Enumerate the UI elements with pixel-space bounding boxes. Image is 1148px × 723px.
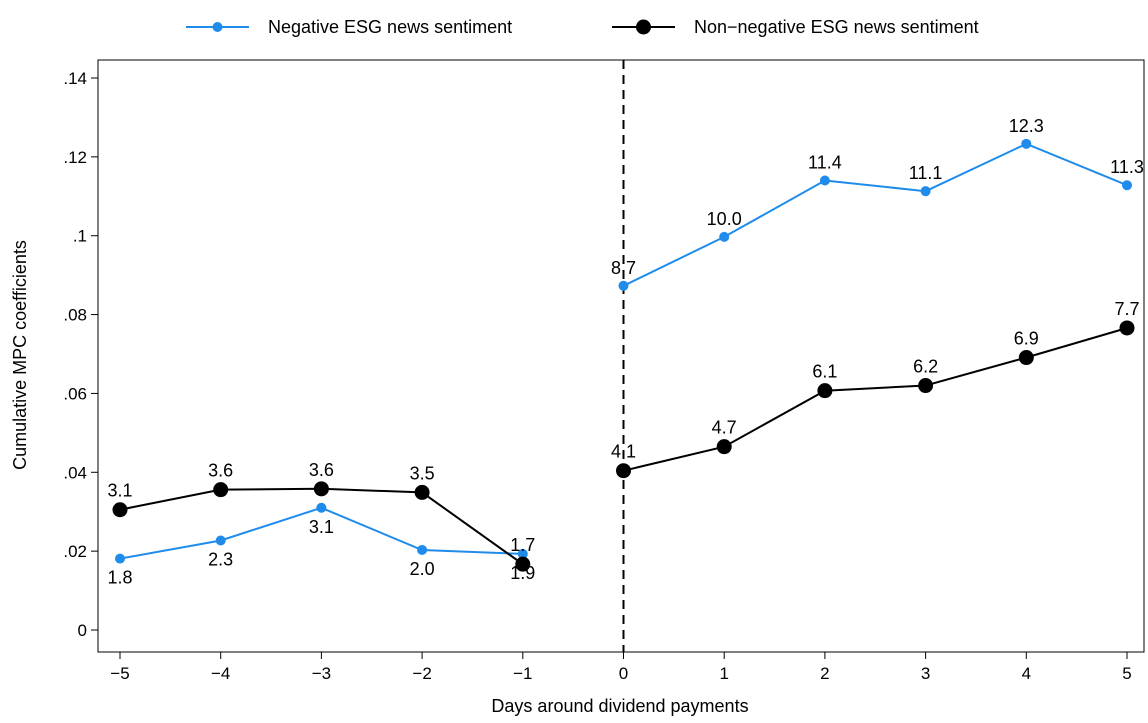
x-tick-label: 4 (1022, 664, 1031, 683)
series-1-point (1018, 350, 1034, 366)
y-tick-label: .1 (73, 227, 87, 246)
y-tick-label: .14 (63, 69, 87, 88)
axes: 0 .02 .04 .06 .08 .1 .12 .14 −5 −4 −3 −2 −1 0 1 2 3 4 5 (63, 59, 1145, 683)
series-1-point (1119, 320, 1135, 336)
series-1-point (414, 484, 430, 500)
legend-label-0: Negative ESG news sentiment (268, 17, 512, 37)
y-tick-label: .12 (63, 148, 87, 167)
y-tick-label: .02 (63, 542, 87, 561)
series-0-point (1021, 138, 1032, 149)
series-1-point (515, 556, 531, 572)
x-tick-label: −1 (513, 664, 532, 683)
legend-label-1: Non−negative ESG news sentiment (694, 17, 979, 37)
series-0-data-label: 11.4 (808, 153, 842, 173)
x-tick-label: 2 (820, 664, 829, 683)
series-0-data-label: 12.3 (1009, 116, 1044, 136)
series-1-point (213, 482, 229, 498)
y-tick-label: .06 (63, 384, 87, 403)
series-1-data-label: 6.2 (913, 357, 938, 377)
series-0-point (115, 553, 125, 564)
series-1-line-segment-1 (623, 327, 1128, 472)
series-0-data-label: 1.9 (510, 563, 535, 583)
legend-marker-0 (212, 22, 223, 32)
series-1-data-label: 3.6 (309, 460, 334, 480)
series-0-data-label: 1.8 (107, 568, 132, 588)
series-1-point (817, 383, 833, 399)
series-1-data-label: 3.5 (410, 463, 435, 483)
series-0-point (819, 175, 830, 186)
series-1-data-label: 4.7 (712, 418, 737, 438)
series-0-data-label: 2.3 (208, 549, 233, 569)
x-tick-label: 3 (921, 664, 930, 683)
series-1-point (918, 378, 934, 394)
x-tick-label: −3 (312, 664, 331, 683)
x-tick-label: 5 (1122, 664, 1131, 683)
x-tick-label: −2 (412, 664, 431, 683)
series-1-data-label: 7.7 (1114, 299, 1139, 319)
series-1-data-label: 4.1 (611, 442, 636, 462)
series-0-point (517, 548, 528, 559)
series-0-point (920, 186, 931, 197)
x-tick-label: 1 (719, 664, 728, 683)
series-0-data-label: 11.3 (1110, 157, 1144, 177)
series-0-point (719, 231, 730, 242)
series-0-line-segment-1 (623, 142, 1128, 287)
y-tick-label: .04 (63, 463, 87, 482)
series-0-data-label: 11.1 (909, 163, 943, 183)
x-tick-label: 0 (619, 664, 628, 683)
series-1-data-label: 3.1 (107, 481, 132, 501)
series-0-point (618, 280, 629, 291)
series-1-data-label: 1.7 (510, 535, 535, 555)
plot-area (112, 60, 1135, 652)
series-0-point (417, 544, 428, 555)
legend-marker-1 (636, 19, 651, 35)
legend: Negative ESG news sentiment Non−negative … (186, 17, 979, 37)
plot-frame (97, 59, 1145, 653)
series-0-point (215, 535, 226, 546)
series-1-data-label: 6.1 (812, 362, 837, 382)
series-1-point (112, 502, 128, 518)
series-0-point (316, 502, 327, 513)
y-tick-label: 0 (78, 621, 87, 640)
series-0-point (1122, 180, 1132, 191)
y-axis-title: Cumulative MPC coefficients (10, 240, 30, 470)
series-0-data-label: 8.7 (611, 258, 636, 278)
series-0-data-label: 3.1 (309, 517, 334, 537)
series-1-point (716, 439, 732, 455)
series-0-data-label: 10.0 (707, 209, 742, 229)
x-axis-title: Days around dividend payments (491, 696, 748, 716)
x-tick-label: −5 (110, 664, 129, 683)
x-tick-label: −4 (211, 664, 230, 683)
series-0-data-label: 2.0 (410, 559, 435, 579)
series-1-point (616, 463, 631, 479)
series-1-data-label: 6.9 (1014, 329, 1039, 349)
data-labels: 1.8 2.3 3.1 2.0 1.9 8.7 10.0 11.4 11.1 12.3 11.3 3.… (107, 116, 1143, 588)
y-tick-label: .08 (63, 306, 87, 325)
series-1-data-label: 3.6 (208, 461, 233, 481)
series-1-point (313, 481, 329, 497)
